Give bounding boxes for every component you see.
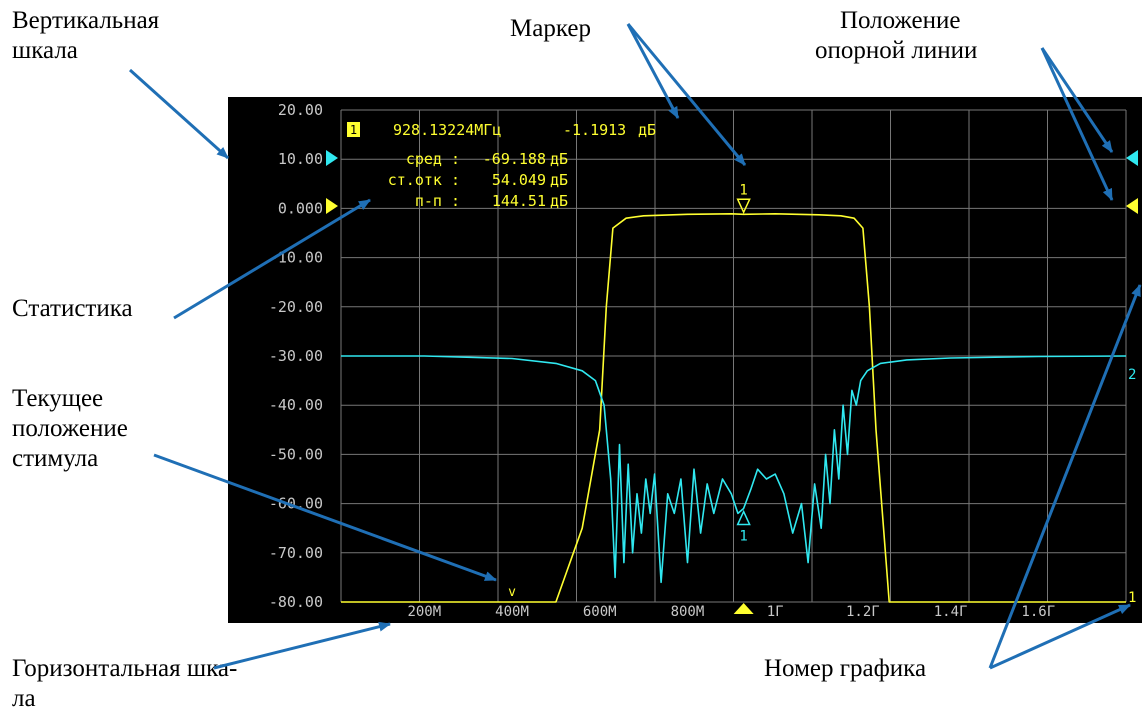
y-tick-label: -50.00: [269, 445, 323, 463]
stimulus-indicator: v: [508, 585, 516, 600]
ref-level-right-trace1-icon[interactable]: [1126, 198, 1138, 214]
y-tick-label: -70.00: [269, 544, 323, 562]
stimulus-label: Текущее положение стимула: [12, 384, 128, 474]
trace1-number: 1: [1128, 590, 1136, 606]
marker-unit: дБ: [638, 121, 656, 139]
y-tick-label: 20.00: [278, 101, 323, 119]
marker-value: -1.1913: [563, 121, 626, 139]
x-tick-label: 800М: [671, 604, 705, 620]
y-tick-label: -20.00: [269, 298, 323, 316]
stat-mean-unit: дБ: [550, 150, 568, 168]
marker1-trace2-label: 1: [739, 529, 747, 545]
x-tick-label: 600М: [583, 604, 617, 620]
arrow-vertical-scale: [128, 68, 230, 160]
trace1-line: [341, 213, 1126, 603]
vertical-scale-label-line1: Вертикальная: [12, 7, 160, 34]
stimulus-label-line3: стимула: [12, 445, 99, 472]
statistics-label: Статистика: [12, 295, 133, 322]
marker-frequency: 928.13224МГц: [393, 121, 501, 139]
arrow-horizontal-scale: [213, 621, 391, 670]
marker1-trace1-icon[interactable]: [736, 198, 751, 215]
marker-label: Маркер: [510, 15, 591, 42]
y-tick-label: 10.00: [278, 150, 323, 168]
x-tick-label: 200М: [407, 604, 441, 620]
ref-level-left-trace2-icon[interactable]: [326, 150, 338, 166]
y-tick-label: -40.00: [269, 396, 323, 414]
x-tick-label: 1Г: [767, 604, 784, 620]
x-tick-label: 1.6Г: [1021, 604, 1055, 620]
stimulus-label-line2: положение: [12, 415, 128, 442]
ref-level-left-trace1-icon[interactable]: [326, 198, 338, 214]
y-tick-label: 0.000: [278, 199, 323, 217]
marker-index-box[interactable]: [347, 122, 360, 137]
y-tick-label: -80.00: [269, 593, 323, 611]
stat-mean-label: сред :: [406, 150, 460, 168]
marker-index: 1: [350, 123, 357, 137]
stat-mean-value: -69.188: [483, 150, 546, 168]
trace-number-label: Номер графика: [764, 655, 927, 682]
x-tick-label: 1.4Г: [934, 604, 968, 620]
stat-std-unit: дБ: [550, 171, 568, 189]
marker1-trace2-icon[interactable]: [736, 509, 751, 526]
stat-pp-unit: дБ: [550, 192, 568, 210]
analyzer-screen: 20.00 10.00 0.000 -10.00 -20.00 -30.00 -40.00 -…: [228, 97, 1142, 623]
trace2-number: 2: [1128, 367, 1136, 383]
trace2-line: [341, 355, 1127, 584]
vertical-scale-label-line2: шкала: [12, 37, 78, 64]
horizontal-scale-label: Горизонтальная шка- ла: [12, 654, 237, 714]
ref-line-label-line1: Положение: [839, 7, 961, 34]
stat-std-value: 54.049: [492, 171, 546, 189]
x-tick-label: 400М: [495, 604, 529, 620]
vertical-scale-label: Вертикальная шкала: [12, 6, 159, 66]
ref-line-label-line2: опорной линии: [815, 37, 978, 64]
stat-std-label: ст.отк :: [388, 171, 460, 189]
stimulus-label-line1: Текущее: [12, 385, 104, 412]
marker1-trace1-label: 1: [739, 182, 747, 198]
ref-level-right-trace2-icon[interactable]: [1126, 150, 1138, 166]
stat-pp-label: п-п :: [415, 192, 460, 210]
x-tick-label: 1.2Г: [846, 604, 880, 620]
y-tick-label: -30.00: [269, 347, 323, 365]
horizontal-scale-label-line1: Горизонтальная шка-: [12, 655, 238, 682]
ref-line-label: Положение опорной линии: [815, 6, 977, 66]
horizontal-scale-label-line2: ла: [12, 685, 36, 712]
y-tick-label: -60.00: [269, 495, 323, 513]
trace-plot: 20.00 10.00 0.000 -10.00 -20.00 -30.00 -40.00 -…: [269, 101, 1138, 620]
stat-pp-value: 144.51: [492, 192, 546, 210]
y-tick-label: -10.00: [269, 249, 323, 267]
stimulus-axis-triangle-icon[interactable]: [733, 603, 754, 614]
